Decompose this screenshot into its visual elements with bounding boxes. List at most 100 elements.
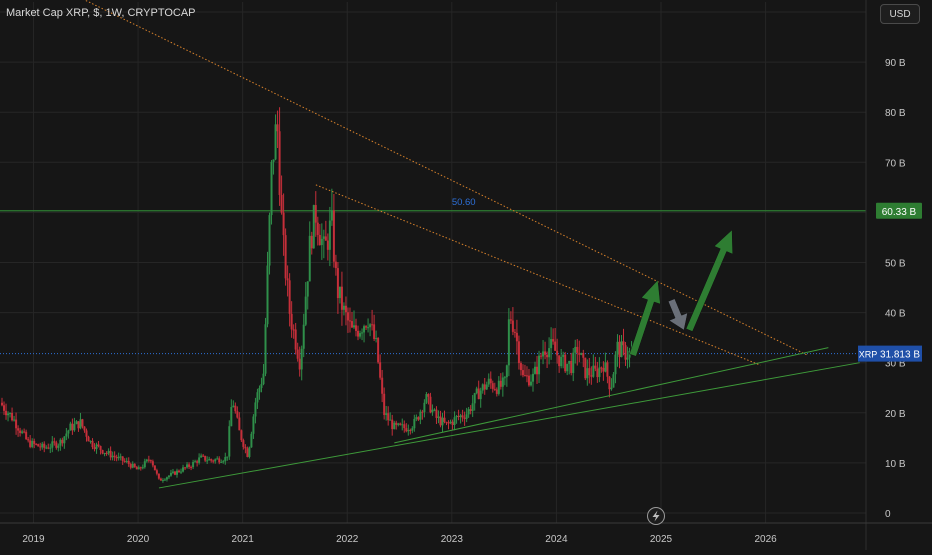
y-tick-label: 10 B bbox=[885, 459, 906, 470]
candle-body bbox=[212, 460, 215, 462]
candle-body bbox=[558, 355, 561, 367]
candle-body bbox=[111, 455, 114, 458]
candle-body bbox=[314, 205, 317, 223]
candle-body bbox=[63, 436, 66, 444]
candle-body bbox=[485, 384, 488, 390]
candle-body bbox=[25, 431, 28, 440]
candle-body bbox=[53, 441, 56, 443]
trendlines bbox=[83, 0, 860, 489]
candle-body bbox=[55, 442, 58, 448]
candle-body bbox=[419, 411, 422, 420]
lightning-icon[interactable] bbox=[647, 507, 665, 525]
candle-body bbox=[355, 325, 358, 331]
candle-body bbox=[9, 412, 12, 414]
candle-body bbox=[3, 405, 6, 411]
candle-body bbox=[499, 380, 502, 387]
candle-body bbox=[534, 366, 537, 374]
trendline-ascending-support bbox=[158, 362, 860, 489]
candle-body bbox=[346, 312, 349, 321]
candle-body bbox=[143, 461, 146, 468]
candle-body bbox=[278, 131, 281, 195]
x-tick-label: 2026 bbox=[754, 534, 777, 545]
candle-body bbox=[258, 387, 261, 393]
candle-body bbox=[340, 286, 343, 310]
candle-body bbox=[344, 305, 347, 313]
candle-body bbox=[397, 423, 400, 425]
candle-body bbox=[292, 329, 295, 331]
candle-body bbox=[238, 417, 241, 431]
candle-body bbox=[519, 363, 522, 371]
candle-body bbox=[584, 357, 587, 379]
candle-body bbox=[606, 362, 609, 377]
candle-body bbox=[586, 368, 589, 379]
candle-body bbox=[540, 355, 543, 357]
candle-body bbox=[163, 479, 166, 481]
x-tick-label: 2023 bbox=[441, 534, 464, 545]
candle-body bbox=[515, 332, 518, 342]
candle-body bbox=[117, 456, 120, 459]
candle-body bbox=[83, 426, 86, 431]
currency-button[interactable]: USD bbox=[880, 4, 920, 24]
candle-body bbox=[97, 444, 100, 446]
candle-body bbox=[423, 402, 426, 413]
candle-body bbox=[19, 430, 22, 433]
candle-body bbox=[451, 421, 454, 426]
candle-body bbox=[487, 378, 490, 385]
candle-body bbox=[91, 440, 94, 448]
candle-body bbox=[379, 362, 382, 378]
candle-body bbox=[473, 393, 476, 404]
candle-body bbox=[282, 212, 285, 236]
candle-body bbox=[23, 431, 26, 433]
candle-body bbox=[31, 440, 34, 447]
candle-body bbox=[342, 305, 345, 310]
candle-body bbox=[505, 365, 508, 378]
candle-body bbox=[513, 331, 516, 333]
candle-body bbox=[242, 440, 245, 447]
candle-body bbox=[35, 443, 38, 445]
candle-body bbox=[85, 430, 88, 437]
x-tick-label: 2022 bbox=[336, 534, 359, 545]
candle-body bbox=[33, 440, 36, 444]
candle-body bbox=[119, 456, 122, 458]
candle-body bbox=[431, 409, 434, 413]
candle-body bbox=[115, 456, 118, 459]
candle-body bbox=[363, 326, 366, 333]
candle-body bbox=[99, 445, 102, 451]
candle-body bbox=[284, 235, 287, 279]
candle-body bbox=[616, 341, 619, 355]
candle-body bbox=[338, 286, 341, 299]
candle-body bbox=[421, 411, 424, 413]
candle-body bbox=[157, 473, 160, 479]
candle-body bbox=[441, 417, 444, 426]
candle-body bbox=[220, 462, 223, 464]
y-tick-label: 90 B bbox=[885, 58, 906, 69]
candle-body bbox=[517, 341, 520, 364]
candle-body bbox=[550, 339, 553, 349]
candle-body bbox=[312, 205, 315, 249]
candle-body bbox=[477, 388, 480, 400]
candle-body bbox=[501, 377, 504, 387]
candle-body bbox=[578, 352, 581, 355]
candle-body bbox=[546, 354, 549, 358]
candle-body bbox=[294, 329, 297, 350]
candle-body bbox=[385, 413, 388, 415]
candle-body bbox=[383, 393, 386, 415]
x-tick-label: 2024 bbox=[545, 534, 568, 545]
candle-body bbox=[439, 416, 442, 426]
candle-body bbox=[326, 240, 329, 250]
candle-body bbox=[574, 346, 577, 353]
candle-body bbox=[411, 428, 414, 431]
candle-body bbox=[610, 387, 613, 390]
candle-body bbox=[232, 405, 235, 408]
candle-body bbox=[594, 365, 597, 369]
candle-body bbox=[214, 459, 217, 462]
candle-body bbox=[570, 361, 573, 374]
candle-body bbox=[204, 455, 207, 461]
candle-body bbox=[453, 417, 456, 426]
y-tick-label: 0 bbox=[885, 509, 891, 520]
candle-body bbox=[556, 350, 559, 356]
candle-body bbox=[489, 378, 492, 384]
candle-body bbox=[190, 466, 193, 468]
chart-title: Market Cap XRP, $, 1W, CRYPTOCAP bbox=[6, 7, 196, 19]
